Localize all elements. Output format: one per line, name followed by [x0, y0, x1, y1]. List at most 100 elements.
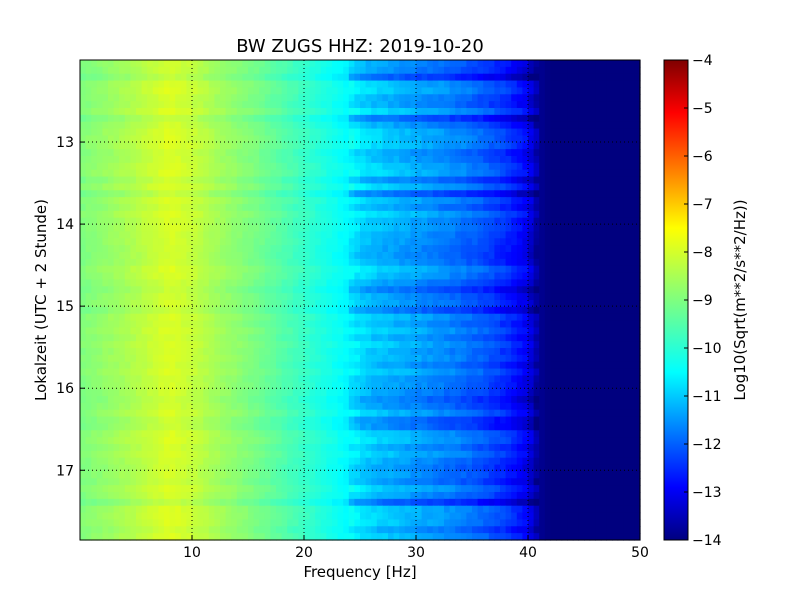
- spectrogram-cell: [208, 149, 215, 157]
- spectrogram-cell: [108, 320, 115, 329]
- spectrogram-cell: [393, 279, 400, 287]
- spectrogram-cell: [180, 128, 187, 137]
- spectrogram-cell: [220, 265, 227, 274]
- spectrogram-cell: [528, 142, 535, 150]
- spectrogram-cell: [113, 114, 120, 123]
- spectrogram-cell: [343, 306, 350, 315]
- spectrogram-cell: [488, 306, 495, 315]
- spectrogram-cell: [80, 396, 87, 404]
- spectrogram-cell: [612, 73, 619, 82]
- spectrogram-cell: [152, 320, 159, 329]
- spectrogram-cell: [119, 80, 126, 89]
- spectrogram-cell: [376, 286, 383, 294]
- spectrogram-cell: [404, 265, 411, 274]
- spectrogram-cell: [365, 162, 372, 171]
- spectrogram-cell: [488, 272, 495, 281]
- spectrogram-cell: [595, 162, 602, 171]
- spectrogram-cell: [208, 245, 215, 253]
- spectrogram-cell: [147, 327, 154, 335]
- spectrogram-cell: [511, 368, 518, 377]
- spectrogram-cell: [315, 73, 322, 82]
- spectrogram-cell: [113, 286, 120, 294]
- spectrogram-cell: [119, 231, 126, 239]
- spectrogram-cell: [304, 142, 311, 150]
- spectrogram-cell: [298, 265, 305, 274]
- spectrogram-cell: [427, 135, 434, 143]
- spectrogram-cell: [197, 162, 204, 171]
- spectrogram-cell: [158, 217, 165, 226]
- spectrogram-cell: [298, 361, 305, 370]
- spectrogram-cell: [147, 231, 154, 239]
- spectrogram-cell: [556, 197, 563, 205]
- spectrogram-cell: [505, 265, 512, 274]
- spectrogram-cell: [326, 382, 333, 390]
- spectrogram-cell: [304, 361, 311, 370]
- spectrogram-cell: [500, 300, 507, 308]
- spectrogram-cell: [460, 286, 467, 294]
- spectrogram-cell: [332, 258, 339, 267]
- spectrogram-cell: [270, 300, 277, 308]
- spectrogram-cell: [444, 293, 451, 301]
- spectrogram-cell: [505, 204, 512, 212]
- spectrogram-cell: [516, 258, 523, 267]
- spectrogram-cell: [158, 327, 165, 335]
- spectrogram-cell: [444, 375, 451, 383]
- spectrogram-cell: [309, 361, 316, 370]
- spectrogram-cell: [236, 94, 243, 102]
- spectrogram-cell: [91, 368, 98, 377]
- spectrogram-cell: [567, 389, 574, 397]
- spectrogram-cell: [236, 279, 243, 287]
- spectrogram-cell: [466, 313, 473, 322]
- spectrogram-cell: [320, 224, 327, 233]
- spectrogram-cell: [505, 142, 512, 150]
- spectrogram-cell: [572, 87, 579, 95]
- spectrogram-cell: [388, 238, 395, 246]
- spectrogram-cell: [147, 334, 154, 342]
- spectrogram-cell: [231, 279, 238, 287]
- spectrogram-cell: [466, 334, 473, 342]
- spectrogram-cell: [281, 162, 288, 171]
- spectrogram-cell: [337, 87, 344, 95]
- spectrogram-cell: [483, 156, 490, 164]
- spectrogram-cell: [449, 382, 456, 390]
- spectrogram-cell: [320, 135, 327, 143]
- spectrogram-cell: [203, 300, 210, 308]
- spectrogram-cell: [102, 313, 109, 322]
- spectrogram-cell: [432, 375, 439, 383]
- spectrogram-cell: [180, 135, 187, 143]
- spectrogram-cell: [304, 341, 311, 349]
- spectrogram-cell: [634, 306, 641, 315]
- spectrogram-cell: [606, 368, 613, 377]
- spectrogram-cell: [483, 73, 490, 82]
- spectrogram-cell: [617, 375, 624, 383]
- spectrogram-cell: [259, 101, 266, 109]
- spectrogram-cell: [152, 169, 159, 178]
- spectrogram-cell: [214, 183, 221, 191]
- spectrogram-cell: [113, 313, 120, 322]
- spectrogram-cell: [567, 265, 574, 274]
- spectrogram-cell: [393, 60, 400, 68]
- spectrogram-cell: [304, 121, 311, 130]
- spectrogram-cell: [444, 210, 451, 219]
- spectrogram-cell: [544, 272, 551, 281]
- spectrogram-cell: [332, 327, 339, 335]
- spectrogram-cell: [432, 121, 439, 130]
- spectrogram-cell: [337, 382, 344, 390]
- spectrogram-cell: [528, 334, 535, 342]
- spectrogram-cell: [332, 121, 339, 130]
- spectrogram-cell: [578, 306, 585, 315]
- spectrogram-cell: [500, 231, 507, 239]
- spectrogram-cell: [528, 293, 535, 301]
- spectrogram-cell: [337, 231, 344, 239]
- spectrogram-cell: [382, 162, 389, 171]
- spectrogram-cell: [404, 382, 411, 390]
- spectrogram-cell: [606, 389, 613, 397]
- spectrogram-cell: [556, 156, 563, 164]
- spectrogram-cell: [169, 217, 176, 226]
- spectrogram-cell: [164, 286, 171, 294]
- spectrogram-cell: [136, 80, 143, 89]
- spectrogram-cell: [343, 101, 350, 109]
- spectrogram-cell: [466, 73, 473, 82]
- spectrogram-cell: [404, 368, 411, 377]
- spectrogram-cell: [388, 327, 395, 335]
